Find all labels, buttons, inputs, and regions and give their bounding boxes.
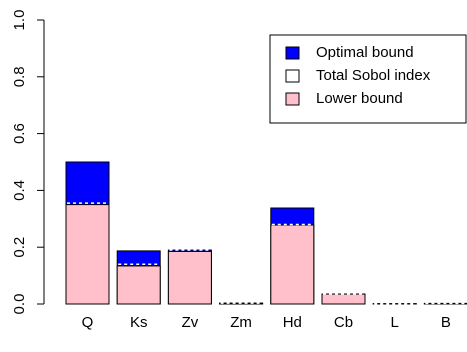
x-tick-label: Hd bbox=[283, 314, 302, 331]
lower-bar bbox=[117, 266, 160, 304]
legend-swatch bbox=[286, 70, 299, 82]
y-tick-label: 0.8 bbox=[11, 66, 28, 87]
lower-bar bbox=[66, 205, 109, 304]
x-tick-label: Cb bbox=[334, 314, 353, 331]
x-tick-label: Ks bbox=[130, 314, 148, 331]
lower-bar bbox=[271, 225, 314, 304]
legend-label: Optimal bound bbox=[316, 44, 414, 61]
legend-swatch bbox=[286, 93, 299, 105]
legend-swatch bbox=[286, 47, 299, 59]
lower-bar bbox=[322, 294, 365, 304]
lower-bar bbox=[168, 251, 211, 304]
x-tick-label: L bbox=[391, 314, 399, 331]
x-tick-label: B bbox=[441, 314, 451, 331]
legend-label: Lower bound bbox=[316, 90, 403, 107]
y-tick-label: 0.6 bbox=[11, 123, 28, 144]
legend-label: Total Sobol index bbox=[316, 67, 431, 84]
x-tick-label: Zm bbox=[230, 314, 252, 331]
x-tick-label: Zv bbox=[182, 314, 199, 331]
x-tick-label: Q bbox=[82, 314, 94, 331]
y-tick-label: 0.2 bbox=[11, 237, 28, 258]
y-tick-label: 0.0 bbox=[11, 294, 28, 315]
y-tick-label: 0.4 bbox=[11, 180, 28, 201]
y-tick-label: 1.0 bbox=[11, 10, 28, 31]
